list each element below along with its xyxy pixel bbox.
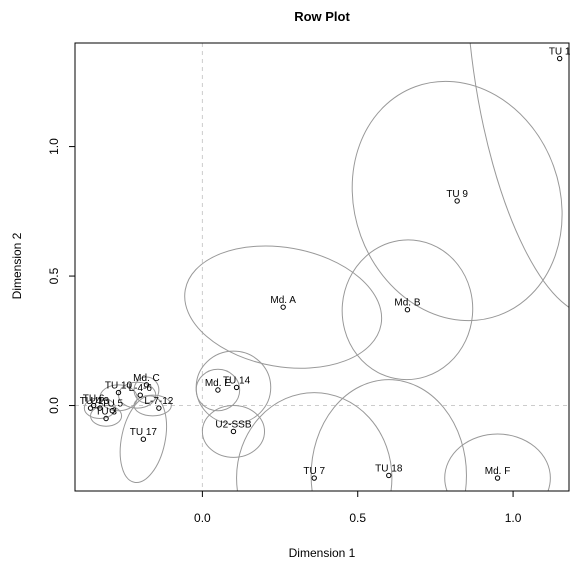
- x-tick-label: 0.5: [349, 511, 366, 525]
- data-point: [103, 415, 109, 422]
- point-label: TU 14: [223, 375, 251, 386]
- data-point: [280, 304, 286, 310]
- y-axis-label: Dimension 2: [10, 232, 24, 299]
- point-label: TU 4: [80, 396, 102, 407]
- point-label: TU 10: [105, 381, 133, 392]
- confidence-ellipse: [465, 43, 569, 316]
- confidence-ellipse: [351, 80, 563, 322]
- point-label: TU 1: [549, 47, 570, 58]
- chart-title: Row Plot: [294, 9, 350, 24]
- data-point: [454, 198, 460, 204]
- reference-lines: [75, 43, 569, 491]
- data-point: [215, 387, 221, 393]
- data-point: [115, 389, 122, 396]
- data-point: [87, 405, 94, 411]
- y-tick-label: 0.5: [47, 267, 61, 284]
- data-point: [233, 384, 240, 391]
- confidence-ellipse: [90, 405, 123, 427]
- confidence-ellipse: [184, 245, 383, 369]
- data-point: [311, 475, 317, 481]
- point-label: Md. E: [205, 378, 231, 389]
- point-label: Md. F: [485, 466, 511, 477]
- data-point: [156, 405, 162, 411]
- confidence-ellipses: [83, 43, 569, 491]
- x-tick-label: 1.0: [505, 511, 522, 525]
- data-point: [556, 55, 563, 62]
- data-point: [97, 405, 103, 411]
- y-tick-label: 0.0: [47, 397, 61, 414]
- confidence-ellipse: [119, 395, 168, 484]
- confidence-ellipse: [341, 239, 474, 381]
- point-label: U13: [91, 396, 110, 407]
- confidence-ellipse: [195, 368, 241, 412]
- point-label: L-4-6: [129, 383, 153, 394]
- y-tick-label: 1.0: [47, 138, 61, 155]
- point-label: TU 17: [130, 427, 158, 438]
- data-point: [90, 402, 97, 409]
- point-label: Md. A: [270, 295, 296, 306]
- data-points: [87, 55, 563, 481]
- confidence-ellipse: [444, 433, 551, 491]
- point-label: TU 18: [375, 463, 403, 474]
- point-label: Md. C: [133, 373, 160, 384]
- point-label: U2-SSB: [215, 419, 251, 430]
- point-label: TU 6: [83, 394, 105, 405]
- data-point: [143, 382, 150, 388]
- point-label: Md. B: [394, 298, 420, 309]
- confidence-ellipse: [310, 379, 467, 491]
- x-tick-label: 0.0: [194, 511, 211, 525]
- x-axis-label: Dimension 1: [289, 546, 356, 560]
- point-label: L-7-12: [144, 396, 173, 407]
- data-point: [140, 436, 147, 442]
- confidence-ellipse: [201, 405, 266, 458]
- point-label: TU 9: [446, 189, 468, 200]
- plot-frame: [74, 42, 570, 492]
- data-point: [404, 307, 411, 313]
- data-point: [230, 428, 237, 435]
- data-point: [109, 408, 115, 414]
- data-point: [494, 475, 501, 481]
- data-point: [386, 472, 392, 479]
- point-label: TU 5: [101, 399, 123, 410]
- axes: 0.0 0.5 1.0 0.0 0.5 1.0: [47, 138, 522, 525]
- confidence-ellipse: [236, 392, 393, 491]
- data-point: [137, 392, 143, 398]
- point-label: TU 7: [303, 466, 325, 477]
- point-label: TU 3: [95, 406, 117, 417]
